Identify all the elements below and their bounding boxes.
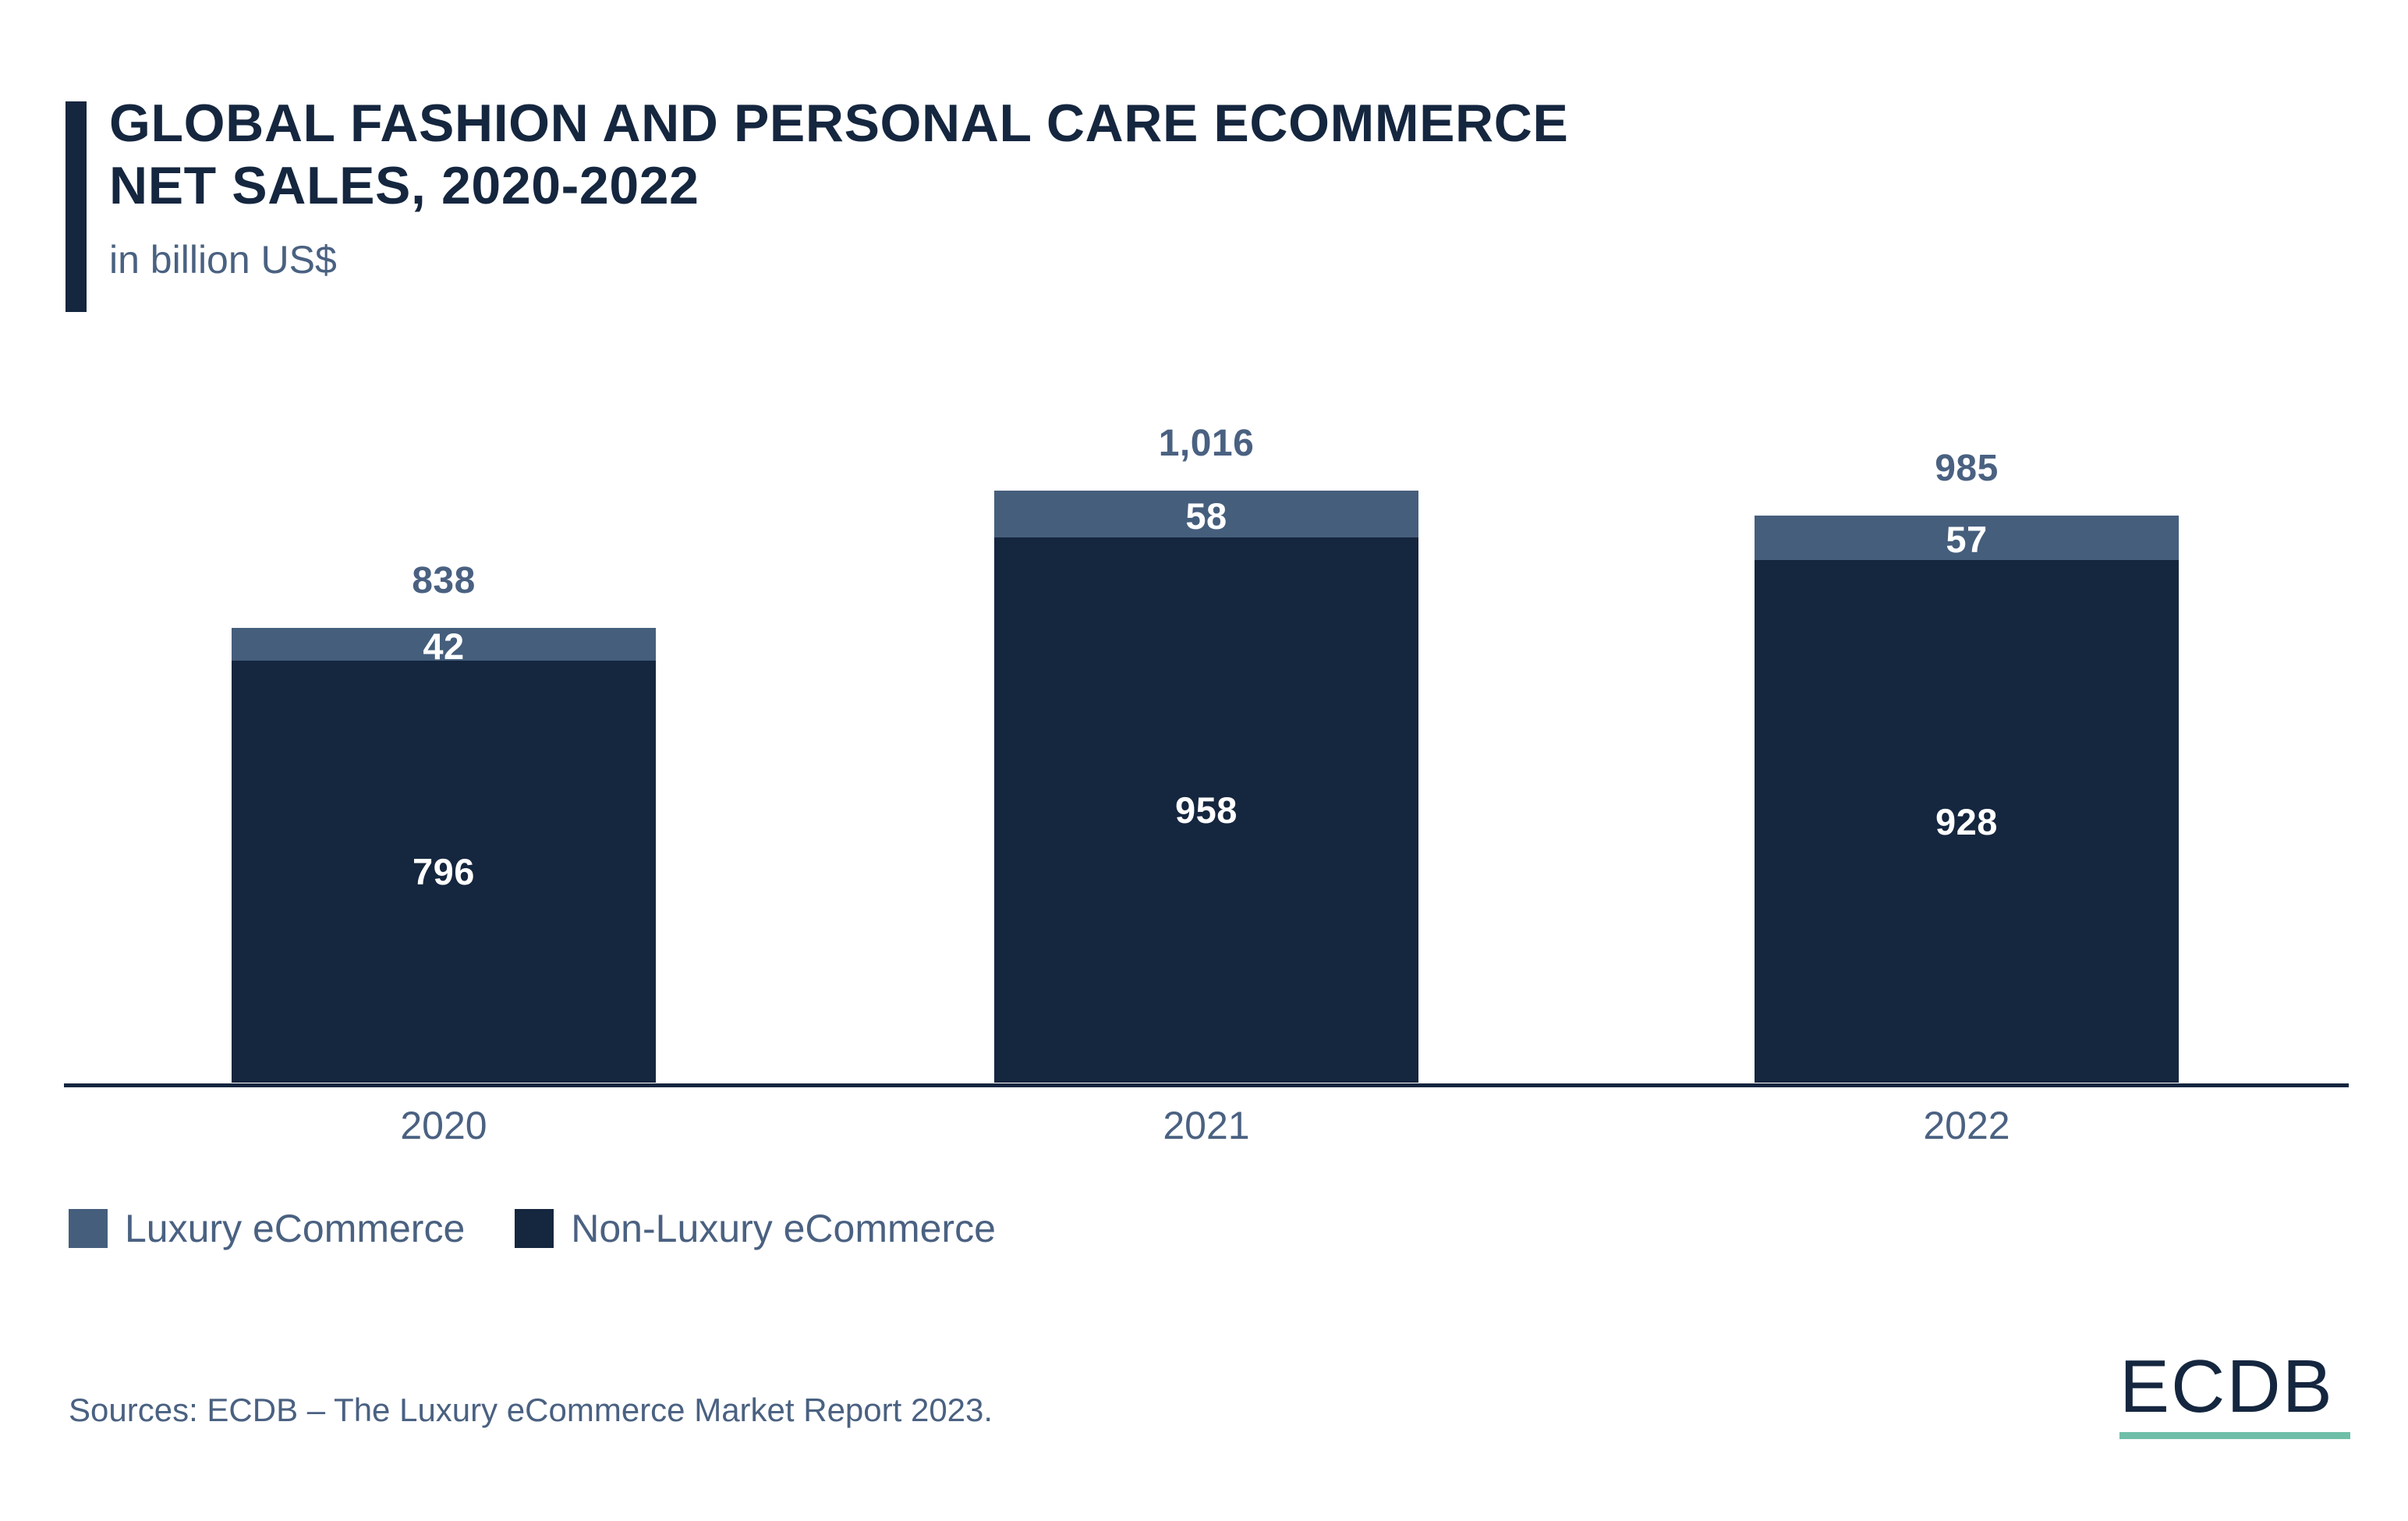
bar-total-label-2022: 985 bbox=[1935, 448, 1999, 489]
x-tick-label-2022: 2022 bbox=[1923, 1104, 2010, 1147]
bar-segment-value-luxury-2022: 57 bbox=[1946, 519, 1988, 560]
x-axis-line bbox=[64, 1083, 2349, 1087]
sources-note: Sources: ECDB – The Luxury eCommerce Mar… bbox=[69, 1392, 993, 1428]
bar-segment-nonluxury-2020[interactable]: 796 bbox=[232, 661, 656, 1083]
chart-subtitle: in billion US$ bbox=[109, 238, 337, 282]
ecdb-logo: ECDB bbox=[2119, 1348, 2353, 1439]
bar-stack-2020[interactable]: 838 42 796 bbox=[232, 560, 656, 1083]
chart-legend: Luxury eCommerce Non-Luxury eCommerce bbox=[69, 1206, 1046, 1251]
bar-segment-nonluxury-2021[interactable]: 958 bbox=[994, 537, 1418, 1083]
x-tick-label-2020: 2020 bbox=[400, 1104, 487, 1147]
bar-segment-luxury-2020[interactable]: 42 bbox=[232, 626, 656, 667]
legend-swatch-nonluxury-icon bbox=[515, 1209, 554, 1248]
title-block: GLOBAL FASHION AND PERSONAL CARE ECOMMER… bbox=[109, 92, 2059, 282]
ecdb-logo-text: ECDB bbox=[2119, 1345, 2334, 1428]
bar-stack-2022[interactable]: 985 57 928 bbox=[1755, 448, 2179, 1083]
bar-segment-value-luxury-2021: 58 bbox=[1185, 495, 1227, 537]
legend-item-nonluxury[interactable]: Non-Luxury eCommerce bbox=[515, 1206, 996, 1251]
legend-swatch-luxury-icon bbox=[69, 1209, 108, 1248]
x-tick-label-2021: 2021 bbox=[1163, 1104, 1250, 1147]
legend-label-luxury: Luxury eCommerce bbox=[125, 1207, 466, 1250]
bar-total-label-2020: 838 bbox=[412, 560, 476, 601]
bar-segment-value-nonluxury-2022: 928 bbox=[1935, 800, 1998, 842]
bar-total-label-2021: 1,016 bbox=[1158, 423, 1255, 464]
legend-item-luxury[interactable]: Luxury eCommerce bbox=[69, 1206, 465, 1251]
bar-segment-nonluxury-2022[interactable]: 928 bbox=[1755, 560, 2179, 1083]
bar-stack-2021[interactable]: 1,016 58 958 bbox=[994, 423, 1418, 1083]
bar-segment-luxury-2021[interactable]: 58 bbox=[994, 491, 1418, 537]
chart-title-line-1: GLOBAL FASHION AND PERSONAL CARE ECOMMER… bbox=[109, 94, 1569, 153]
bar-segment-luxury-2022[interactable]: 57 bbox=[1755, 516, 2179, 560]
chart-title-line-2: NET SALES, 2020-2022 bbox=[109, 156, 699, 215]
legend-label-nonluxury: Non-Luxury eCommerce bbox=[571, 1207, 996, 1250]
bar-segment-value-luxury-2020: 42 bbox=[423, 625, 465, 667]
title-accent-bar bbox=[66, 101, 87, 312]
bar-segment-value-nonluxury-2021: 958 bbox=[1175, 789, 1238, 831]
bar-segment-value-nonluxury-2020: 796 bbox=[413, 851, 475, 892]
ecdb-logo-rule bbox=[2119, 1432, 2350, 1439]
